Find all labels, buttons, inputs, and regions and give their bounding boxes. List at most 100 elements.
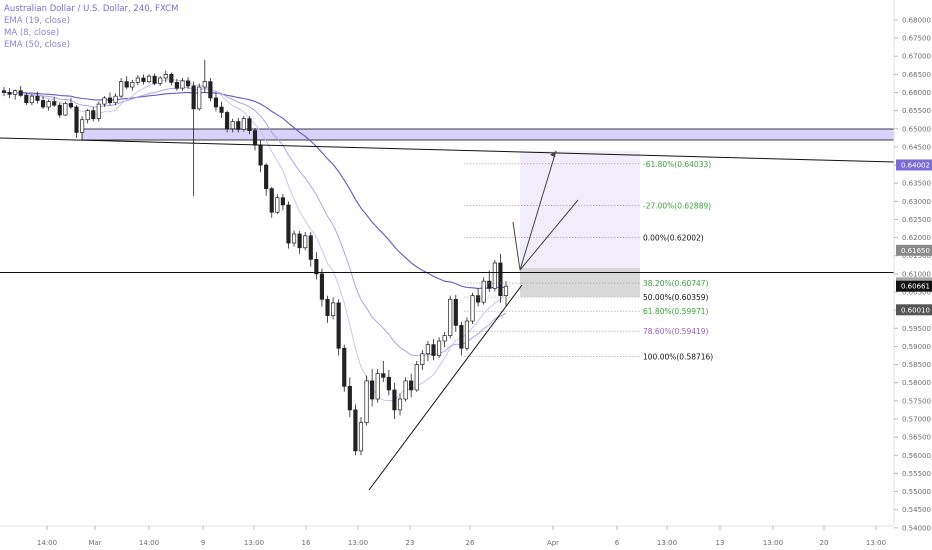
y-tick-label: 0.65000 bbox=[902, 125, 931, 133]
y-tick-label: 0.55500 bbox=[902, 470, 931, 478]
candle-up bbox=[470, 295, 475, 322]
candle-up bbox=[364, 380, 369, 423]
candle-up bbox=[241, 118, 246, 130]
x-tick-label: 13:00 bbox=[657, 539, 677, 547]
price-tag-label: 0.64002 bbox=[901, 161, 930, 169]
y-tick-label: 0.58000 bbox=[902, 379, 931, 387]
y-tick-label: 0.57000 bbox=[902, 415, 931, 423]
candle-down bbox=[308, 235, 313, 260]
candle-up bbox=[46, 101, 51, 108]
candle-down bbox=[297, 233, 302, 249]
x-tick-label: 6 bbox=[615, 539, 620, 547]
fib-level-label: 0.00%(0.62002) bbox=[643, 234, 704, 243]
drawings-over bbox=[0, 137, 895, 491]
candle-up bbox=[202, 81, 207, 88]
fib-level-label: 100.00%(0.58716) bbox=[643, 353, 713, 362]
ema-50-line bbox=[3, 91, 506, 289]
y-tick-label: 0.54000 bbox=[902, 524, 931, 532]
y-tick-label: 0.65500 bbox=[902, 107, 931, 115]
candle-down bbox=[252, 130, 258, 146]
candle-up bbox=[119, 81, 124, 97]
x-tick-label: 13:00 bbox=[866, 539, 886, 547]
candle-down bbox=[40, 100, 46, 108]
candle-up bbox=[13, 90, 18, 95]
ascending-trendline bbox=[368, 284, 523, 491]
candle-up bbox=[85, 110, 90, 121]
candle-down bbox=[7, 92, 12, 95]
candle-up bbox=[113, 95, 118, 104]
candle-down bbox=[208, 81, 213, 99]
candle-down bbox=[325, 298, 330, 316]
plot-background bbox=[0, 0, 894, 526]
candle-down bbox=[409, 380, 414, 391]
chart-legend: Australian Dollar / U.S. Dollar, 240, FX… bbox=[4, 3, 178, 51]
candle-down bbox=[386, 376, 391, 391]
candle-down bbox=[392, 389, 397, 411]
indicator-ema-19[interactable]: EMA (19, close) bbox=[4, 16, 70, 26]
candle-up bbox=[358, 422, 364, 452]
candle-up bbox=[481, 280, 486, 303]
candle-up bbox=[130, 81, 135, 88]
y-tick-label: 0.58500 bbox=[902, 361, 931, 369]
candle-down bbox=[185, 80, 191, 87]
y-tick-label: 0.67500 bbox=[902, 35, 931, 43]
candle-up bbox=[420, 353, 425, 365]
candle-down bbox=[286, 204, 291, 244]
candle-down bbox=[431, 344, 436, 356]
price-tag-label: 0.61650 bbox=[901, 247, 930, 255]
x-tick-label: 26 bbox=[466, 539, 475, 547]
price-tag bbox=[896, 244, 932, 256]
candle-down bbox=[35, 95, 40, 101]
y-tick-label: 0.66000 bbox=[902, 89, 931, 97]
candle-up bbox=[436, 340, 442, 356]
indicator-ema-50[interactable]: EMA (50, close) bbox=[4, 40, 70, 50]
candle-up bbox=[397, 398, 403, 411]
indicator-ma-8[interactable]: MA (8, close) bbox=[4, 28, 60, 38]
target-zone bbox=[520, 151, 640, 271]
projection-path-b bbox=[519, 199, 579, 271]
candle-up bbox=[375, 373, 380, 400]
y-tick-label: 0.63000 bbox=[902, 198, 931, 206]
candle-down bbox=[141, 77, 146, 82]
x-tick-label: 16 bbox=[302, 539, 311, 547]
candle-down bbox=[236, 121, 241, 130]
time-axis[interactable]: 14:00 Mar 14:00 9 13:00 16 13:00 23 26 Apr 6 13:00 1… bbox=[0, 525, 894, 547]
x-tick-label: 20 bbox=[820, 539, 829, 547]
candle-up bbox=[63, 103, 68, 116]
y-tick-label: 0.61000 bbox=[902, 270, 931, 278]
candle-down bbox=[487, 280, 492, 289]
y-tick-label: 0.54500 bbox=[902, 506, 931, 514]
candle-down bbox=[258, 144, 263, 166]
price-axis[interactable]: 0.68000 0.67500 0.67000 0.66500 0.66000 0.655… bbox=[893, 0, 931, 532]
y-tick-label: 0.56500 bbox=[902, 434, 931, 442]
price-tag bbox=[896, 280, 932, 292]
candle-down bbox=[152, 75, 157, 84]
candle-up bbox=[80, 119, 85, 133]
candle-down bbox=[314, 259, 319, 275]
y-tick-label: 0.67000 bbox=[902, 53, 931, 61]
candle-up bbox=[291, 233, 297, 244]
candle-up bbox=[403, 380, 408, 400]
fib-level-label: 61.80%(0.59971) bbox=[643, 307, 709, 316]
y-tick-label: 0.63500 bbox=[902, 180, 931, 188]
y-tick-label: 0.62500 bbox=[902, 216, 931, 224]
candle-down bbox=[57, 104, 62, 116]
candle-down bbox=[74, 106, 79, 133]
candle-down bbox=[370, 380, 375, 400]
candle-down bbox=[174, 81, 179, 89]
candle-down bbox=[24, 95, 29, 104]
x-tick-label: 14:00 bbox=[139, 539, 159, 547]
candle-down bbox=[336, 302, 341, 349]
descending-trendline bbox=[0, 137, 895, 163]
x-tick-label: Apr bbox=[547, 539, 559, 547]
y-tick-label: 0.61500 bbox=[902, 252, 931, 260]
candle-down bbox=[459, 325, 464, 349]
candle-down bbox=[107, 97, 113, 104]
x-tick-label: 13:00 bbox=[348, 539, 368, 547]
fib-levels: -61.80%(0.64033) -27.00%(0.62889) 0.00%(0.… bbox=[464, 160, 713, 362]
candle-up bbox=[163, 74, 168, 79]
candle-up bbox=[303, 235, 308, 249]
candle-down bbox=[124, 81, 129, 88]
